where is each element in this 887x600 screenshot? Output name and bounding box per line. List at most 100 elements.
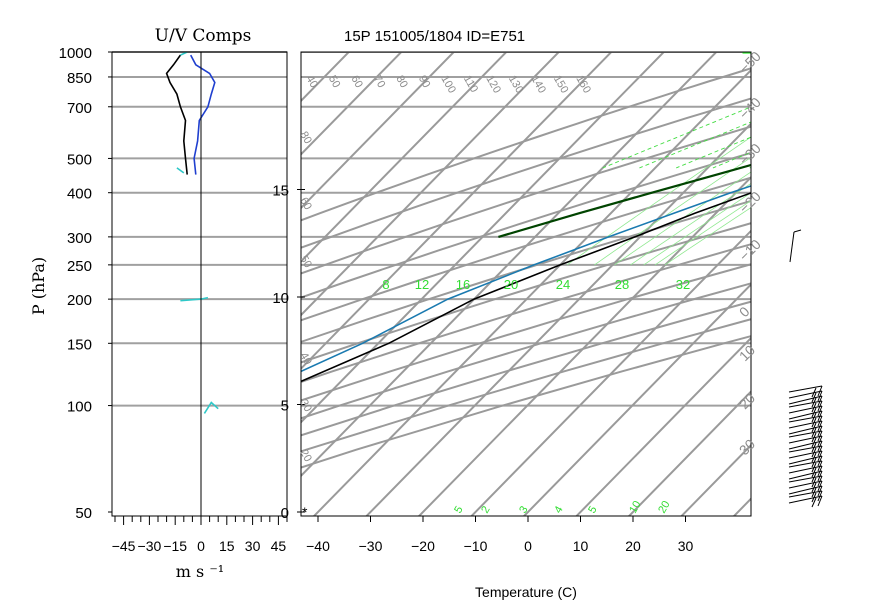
moist-adiabat-line (749, 166, 751, 169)
isotherm-line (301, 52, 718, 478)
barb-shaft (788, 480, 823, 489)
isotherm-label: −40 (736, 94, 764, 122)
theta-label: 50 (326, 74, 343, 91)
barb-shaft (788, 430, 823, 438)
temp-x-tick-label: 20 (625, 538, 641, 554)
temp-x-tick-label: 10 (573, 538, 589, 554)
isotherm-line (775, 45, 887, 529)
pressure-tick-label: 850 (67, 70, 92, 87)
uv-x-tick-label: 15 (219, 538, 235, 554)
mixing-ratio-label: 20 (504, 277, 518, 292)
mixing-ratio-label: 8 (382, 277, 389, 292)
pressure-tick-label: 250 (67, 258, 92, 275)
temp-x-tick-label: −20 (411, 538, 435, 554)
isotherm-line (301, 52, 561, 317)
barb-shaft (788, 490, 823, 498)
dry-adiabat-line (301, 176, 751, 322)
barb-shaft (788, 465, 823, 474)
bottom-green-label: 5 (452, 504, 465, 515)
y-axis-label: P (hPa) (29, 257, 48, 315)
isotherm-line (417, 175, 751, 516)
barb-shaft (788, 450, 823, 459)
mixing-ratio-label: 24 (556, 277, 570, 292)
barb-shaft (788, 385, 823, 393)
pressure-tick-label: 500 (67, 151, 92, 168)
pressure-tick-label: 100 (67, 399, 92, 416)
mixing-ratio-label: 12 (415, 277, 429, 292)
uv-x-tick-label: 45 (271, 538, 287, 554)
barb-shaft (788, 420, 823, 429)
temp-x-tick-label: −40 (306, 538, 330, 554)
dry-adiabat-line (301, 67, 751, 222)
dry-adiabat-line (301, 97, 751, 249)
bottom-green-label: 5 (586, 504, 599, 515)
mixing-ratio-label: 32 (676, 277, 690, 292)
barb-shaft (789, 231, 795, 263)
barb-shaft (788, 445, 823, 453)
dry-adiabat-line (301, 151, 751, 299)
mixing-ratio-line (614, 171, 751, 266)
isotherm-line (470, 229, 751, 516)
theta-label: 40 (303, 74, 320, 91)
isotherm-line (575, 336, 751, 516)
dry-adiabat-line (301, 125, 751, 275)
height-tick-label: 0 (281, 505, 289, 522)
dry-adiabat-label: 50 (297, 254, 314, 271)
barb-shaft (788, 440, 823, 450)
pressure-tick-label: 700 (67, 100, 92, 117)
uv-x-tick-label: −15 (163, 538, 187, 554)
moist-adiabat-line (823, 52, 887, 168)
mixing-ratio-label: 16 (456, 277, 470, 292)
pressure-tick-label: 150 (67, 336, 92, 353)
uv-x-tick-label: 30 (245, 538, 261, 554)
theta-label: 60 (348, 74, 365, 91)
temp-x-tick-label: −10 (464, 538, 488, 554)
dry-adiabat-label: 20 (297, 448, 314, 465)
dry-adiabat-line (301, 243, 751, 383)
isotherm-line (301, 52, 613, 371)
theta-label: 90 (416, 74, 433, 91)
temperature-axis-label: Temperature (C) (475, 584, 577, 600)
barb-shaft (788, 435, 823, 444)
moist-adiabat-line (639, 121, 751, 169)
isotherm-label: 30 (736, 436, 758, 458)
theta-label: 80 (393, 74, 410, 91)
bottom-green-label: 4 (552, 504, 565, 515)
moist-adiabat-line (860, 52, 887, 168)
skew-frame (300, 51, 752, 517)
moist-adiabat-line (602, 106, 751, 169)
uv-series-line (180, 52, 188, 56)
uv-x-axis-label: m s ⁻¹ (176, 562, 224, 581)
parcel-line (498, 163, 751, 238)
pressure-tick-label: 1000 (59, 45, 92, 62)
height-tick-label: 5 (281, 398, 289, 415)
barb-shaft (788, 425, 823, 435)
barb-shaft (788, 395, 823, 405)
pressure-tick-label: 50 (75, 505, 92, 522)
mixing-ratio-label: 28 (615, 277, 629, 292)
surface-line (742, 52, 751, 54)
wind-barbs (788, 229, 823, 508)
temp-x-tick-label: 0 (524, 538, 532, 554)
dry-adiabat-line (301, 300, 751, 437)
dry-adiabat-label: 30 (297, 398, 314, 415)
temp-x-tick-label: −30 (359, 538, 383, 554)
dry-adiabat-label: 80 (297, 130, 314, 147)
barb-shaft (788, 470, 823, 480)
dewpoint-line (301, 185, 751, 373)
isotherm-line (627, 390, 751, 516)
chart-title: 15P 151005/1804 ID=E751 (344, 28, 525, 45)
pressure-tick-label: 400 (67, 186, 92, 203)
dry-adiabat-line (301, 282, 751, 420)
barb-shaft (788, 405, 823, 414)
dry-adiabat-label: 40 (297, 351, 314, 368)
barb-shaft (788, 485, 823, 495)
bottom-green-label: 3 (517, 504, 530, 515)
mixing-ratio-line (643, 192, 751, 266)
isotherm-line (301, 52, 456, 210)
barb-flag (811, 497, 817, 508)
barb-shaft (788, 495, 823, 504)
mixing-ratio-line (594, 156, 751, 266)
